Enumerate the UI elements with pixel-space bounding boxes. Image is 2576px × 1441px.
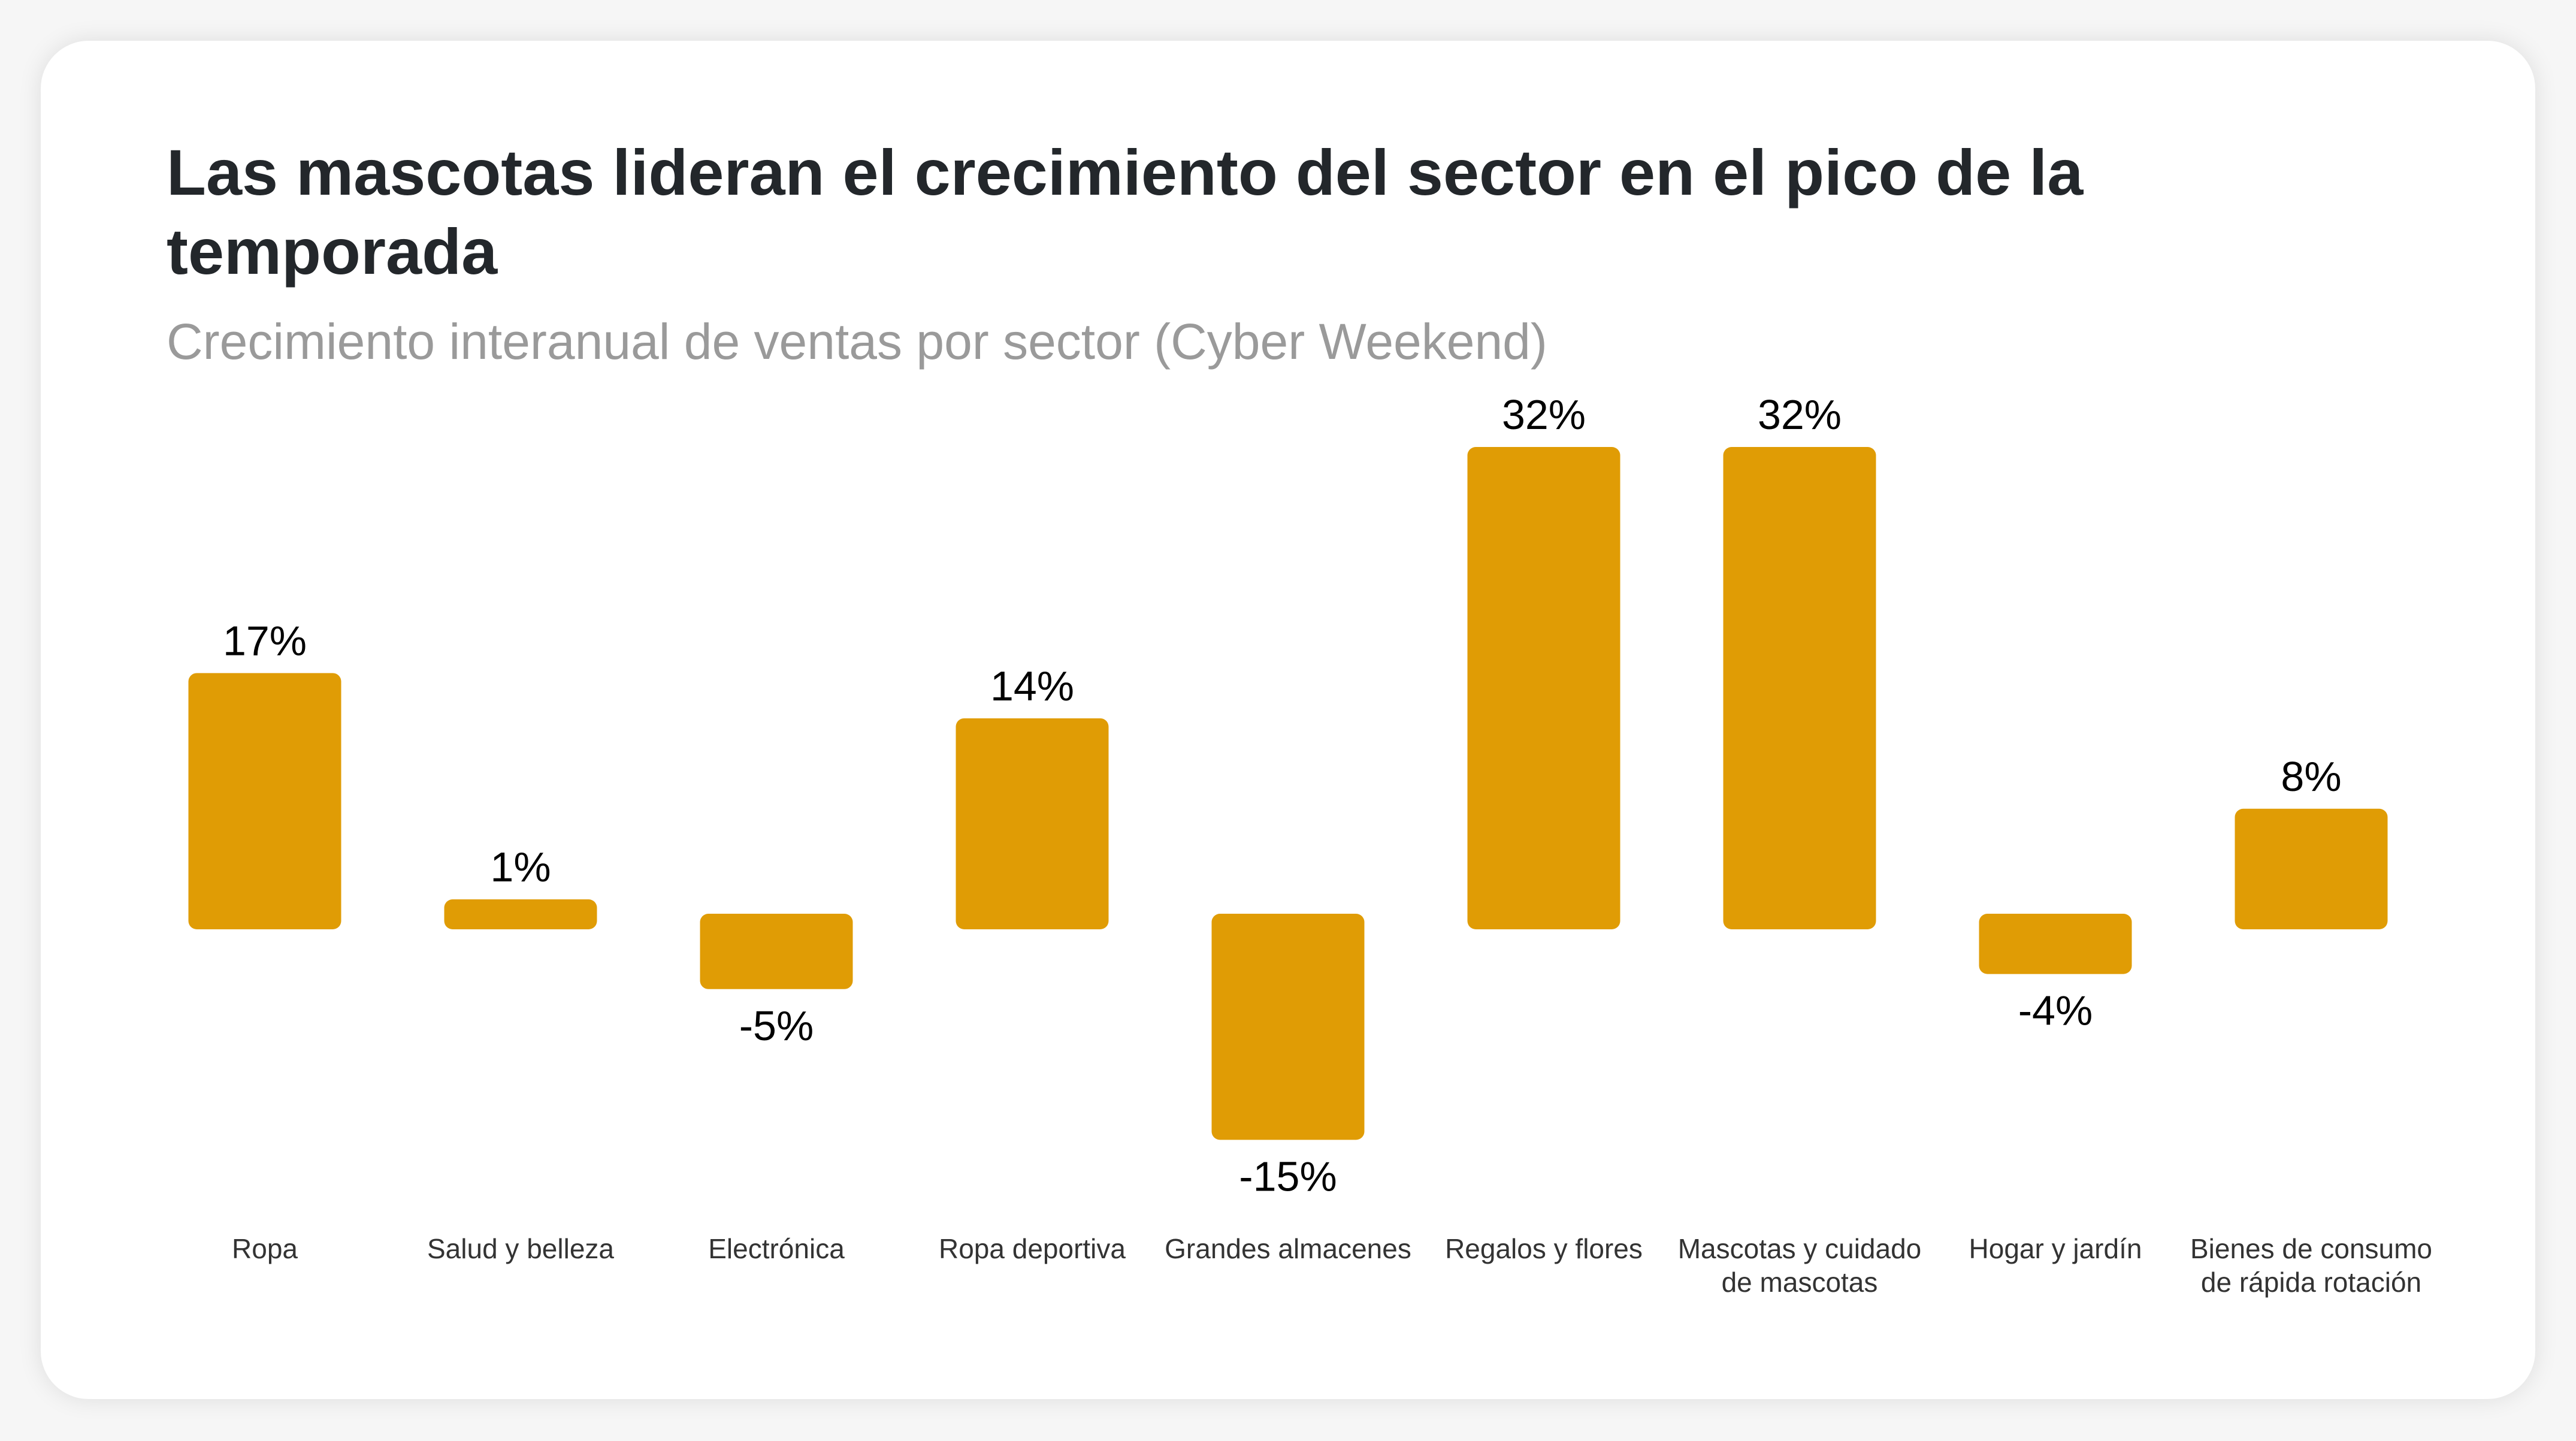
chart-card (41, 41, 2535, 1399)
data-label: 32% (1758, 391, 1842, 438)
bar (2235, 808, 2388, 929)
category-label: de mascotas (1722, 1267, 1878, 1298)
data-label: -15% (1239, 1153, 1337, 1200)
data-label: -5% (739, 1002, 814, 1049)
category-label: Mascotas y cuidado (1678, 1233, 1922, 1264)
data-label: 8% (2281, 753, 2341, 800)
data-label: 17% (223, 617, 307, 664)
category-label: Regalos y flores (1445, 1233, 1643, 1264)
category-label: Hogar y jardín (1969, 1233, 2142, 1264)
data-label: 1% (490, 844, 551, 890)
category-label: Grandes almacenes (1165, 1233, 1411, 1264)
data-label: 14% (990, 663, 1074, 709)
category-label: Electrónica (708, 1233, 845, 1264)
bar (1467, 447, 1620, 929)
bar (188, 673, 341, 929)
chart-title: Las mascotas lideran el crecimiento del … (167, 136, 2084, 288)
data-label: -4% (2018, 987, 2093, 1034)
bar (956, 718, 1109, 929)
data-label: 32% (1502, 391, 1586, 438)
bar (1979, 914, 2132, 974)
bar (700, 914, 853, 989)
bar (444, 899, 597, 929)
bar (1723, 447, 1876, 929)
chart-subtitle: Crecimiento interanual de ventas por sec… (167, 313, 1547, 370)
category-label: de rápida rotación (2201, 1267, 2421, 1298)
category-label: Bienes de consumo (2190, 1233, 2432, 1264)
bar (1211, 914, 1365, 1140)
category-label: Salud y belleza (427, 1233, 614, 1264)
category-label: Ropa deportiva (939, 1233, 1126, 1264)
category-label: Ropa (232, 1233, 298, 1264)
